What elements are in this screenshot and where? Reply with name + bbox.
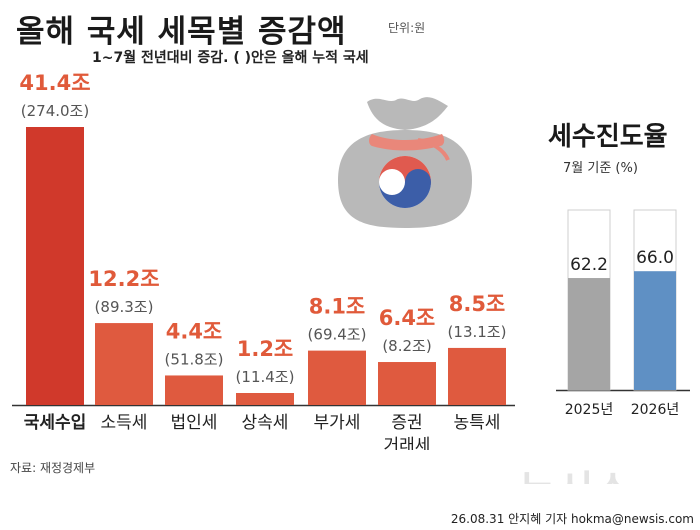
bar-7 bbox=[448, 347, 506, 405]
chart-subtitle: 1~7월 전년대비 증감. ( )안은 올해 누적 국세 bbox=[92, 50, 369, 66]
bar-1 bbox=[26, 127, 84, 405]
year-label: 2026년 bbox=[631, 402, 680, 418]
cumulative-label: (51.8조) bbox=[165, 350, 224, 368]
category-label: 증권 bbox=[391, 413, 422, 433]
tax-progress-subtitle: 7월 기준 (%) bbox=[563, 161, 638, 176]
value-label: 4.4조 bbox=[166, 319, 223, 343]
cumulative-label: (11.4조) bbox=[236, 368, 295, 386]
footer-bar bbox=[0, 484, 700, 530]
cumulative-label: (8.2조) bbox=[382, 337, 431, 355]
value-label: 41.4조 bbox=[19, 71, 90, 95]
cumulative-label: (13.1조) bbox=[448, 323, 507, 341]
value-label: 1.2조 bbox=[237, 337, 294, 361]
value-label: 8.5조 bbox=[449, 292, 506, 316]
category-label: 농특세 bbox=[454, 413, 501, 433]
bar-5 bbox=[308, 350, 366, 405]
bar-4 bbox=[236, 393, 294, 405]
bar-3 bbox=[165, 375, 223, 405]
chart-title: 올해 국세 세목별 증감액 bbox=[16, 14, 347, 50]
progress-value-label: 62.2 bbox=[570, 255, 608, 275]
bar-6 bbox=[378, 362, 436, 405]
cumulative-label: (274.0조) bbox=[21, 102, 89, 120]
progress-value-label: 66.0 bbox=[636, 248, 674, 268]
cumulative-label: (89.3조) bbox=[95, 298, 154, 316]
value-label: 12.2조 bbox=[88, 267, 159, 291]
category-label: 법인세 bbox=[171, 413, 218, 433]
unit-label: 단위:원 bbox=[388, 21, 426, 35]
source-note: 자료: 재정경제부 bbox=[10, 461, 96, 475]
money-bag-icon bbox=[338, 97, 472, 228]
progress-fill-1 bbox=[568, 278, 610, 390]
tax-progress-bar-chart: 62.2 2025년 66.0 2026년 bbox=[556, 209, 690, 418]
category-label: 거래세 bbox=[384, 436, 431, 450]
category-label: 소득세 bbox=[101, 413, 148, 433]
bar-2 bbox=[95, 323, 153, 405]
year-label: 2025년 bbox=[565, 402, 614, 418]
tax-progress-title: 세수진도율 bbox=[548, 122, 668, 152]
category-label: 부가세 bbox=[314, 413, 361, 433]
value-label: 6.4조 bbox=[379, 306, 436, 330]
cumulative-label: (69.4조) bbox=[308, 326, 367, 344]
progress-fill-2 bbox=[634, 271, 676, 390]
credit-line: 26.08.31 안지혜 기자 hokma@newsis.com bbox=[450, 512, 694, 526]
category-label: 국세수입 bbox=[24, 413, 87, 433]
value-label: 8.1조 bbox=[309, 295, 366, 319]
category-label: 상속세 bbox=[242, 413, 289, 433]
tax-change-bar-chart: 41.4조 (274.0조) 국세수입 12.2조 (89.3조) 소득세 4.4조 (51.… bbox=[12, 71, 515, 450]
